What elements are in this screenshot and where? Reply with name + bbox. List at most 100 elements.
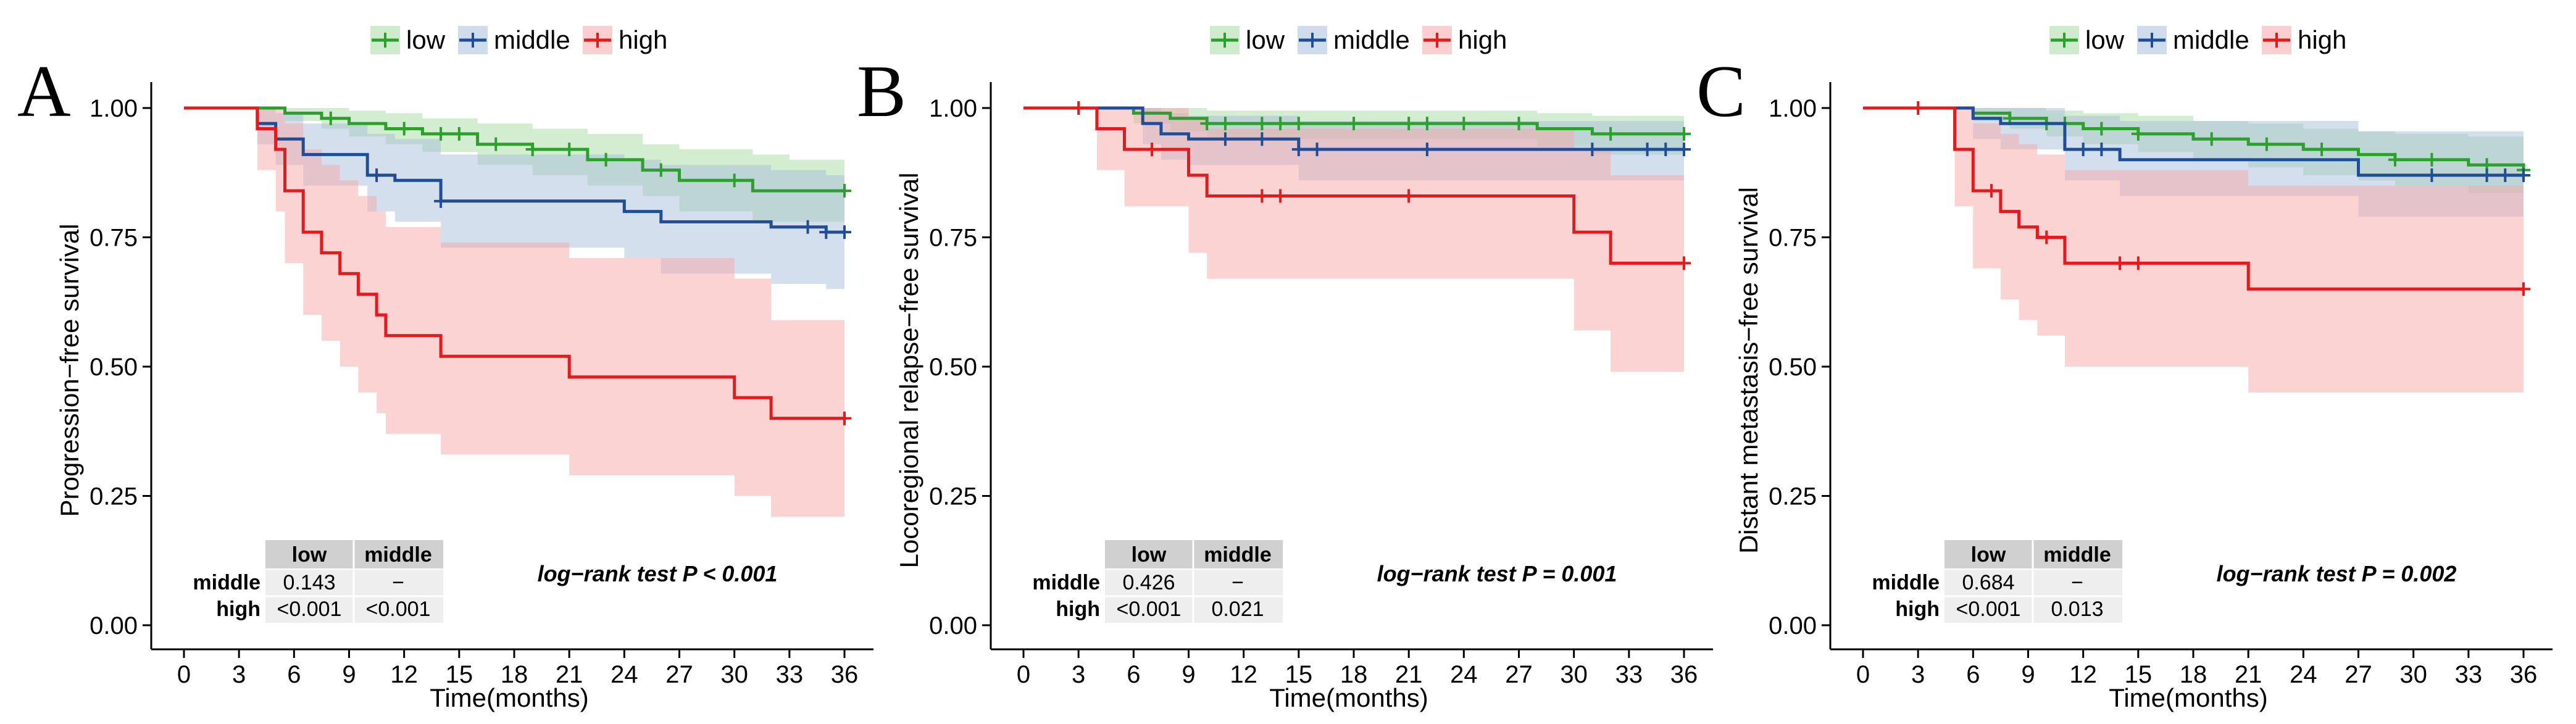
y-tick-label: 0.25 — [1769, 483, 1817, 510]
y-tick-label: 0.50 — [90, 354, 138, 381]
x-tick-label: 15 — [1285, 661, 1313, 688]
legend-item-high: high — [1422, 25, 1507, 54]
legend-item-low: low — [370, 25, 446, 54]
table-row-label: middle — [1872, 571, 1940, 594]
x-tick-label: 15 — [446, 661, 473, 688]
ci-band-high — [1863, 108, 2524, 393]
y-tick-label: 0.25 — [929, 483, 977, 510]
table-cell: 0.143 — [283, 571, 335, 594]
legend-label: high — [619, 25, 667, 54]
x-tick-label: 6 — [1966, 661, 1980, 688]
legend-label: low — [1246, 25, 1285, 54]
table-cell: <0.001 — [277, 597, 342, 621]
legend-label: high — [1458, 25, 1507, 54]
legend-item-low: low — [1210, 25, 1285, 54]
table-col-header: middle — [364, 543, 432, 567]
legend-label: low — [2085, 25, 2125, 54]
x-tick-label: 12 — [1230, 661, 1257, 688]
legend-label: high — [2298, 25, 2346, 54]
y-tick-label: 1.00 — [90, 95, 138, 122]
y-tick-label: 0.00 — [929, 612, 977, 639]
table-row-label: middle — [1032, 571, 1100, 594]
pairwise-table: low middle middle 0.143 − high <0.001 <0.001 — [193, 540, 443, 623]
x-tick-label: 21 — [1395, 661, 1423, 688]
y-tick-label: 0.00 — [90, 612, 138, 639]
x-tick-label: 15 — [2125, 661, 2153, 688]
table-col-header: low — [292, 543, 327, 567]
panel-letter: C — [1696, 50, 1746, 132]
x-tick-label: 24 — [2290, 661, 2317, 688]
table-col-header: low — [1971, 543, 2006, 567]
y-tick-label: 0.50 — [1769, 354, 1817, 381]
legend-label: middle — [1333, 25, 1410, 54]
x-tick-label: 36 — [831, 661, 859, 688]
panel-letter: B — [857, 50, 906, 132]
table-cell: 0.684 — [1962, 571, 2014, 594]
y-tick-label: 0.50 — [929, 354, 977, 381]
x-tick-label: 6 — [287, 661, 301, 688]
legend-label: middle — [494, 25, 570, 54]
legend-item-middle: middle — [458, 25, 570, 54]
table-row-label: middle — [193, 571, 261, 594]
km-curve-high — [184, 106, 844, 420]
x-tick-label: 18 — [2180, 661, 2207, 688]
x-tick-label: 27 — [2345, 661, 2372, 688]
x-tick-label: 30 — [720, 661, 748, 688]
table-cell: − — [392, 571, 404, 594]
x-tick-label: 36 — [1670, 661, 1698, 688]
legend-item-middle: middle — [1298, 25, 1410, 54]
x-tick-label: 33 — [1615, 661, 1643, 688]
table-cell: 0.013 — [2051, 597, 2103, 621]
km-curve-middle — [184, 106, 844, 234]
x-tick-label: 18 — [501, 661, 528, 688]
logrank-p-value: log−rank test P < 0.001 — [538, 561, 778, 586]
y-tick-label: 0.00 — [1769, 612, 1817, 639]
pairwise-table: low middle middle 0.426 − high <0.001 0.021 — [1032, 540, 1283, 623]
x-tick-label: 18 — [1340, 661, 1368, 688]
legend-label: low — [406, 25, 446, 54]
table-cell: − — [1232, 571, 1244, 594]
x-tick-label: 21 — [556, 661, 583, 688]
x-tick-label: 0 — [1017, 661, 1030, 688]
table-col-header: low — [1132, 543, 1167, 567]
pairwise-table: low middle middle 0.684 − high <0.001 0.013 — [1872, 540, 2122, 623]
legend-item-low: low — [2049, 25, 2125, 54]
legend-label: middle — [2173, 25, 2249, 54]
x-tick-label: 24 — [611, 661, 638, 688]
x-tick-label: 3 — [1911, 661, 1925, 688]
logrank-p-value: log−rank test P = 0.002 — [2217, 561, 2457, 586]
legend-item-high: high — [583, 25, 667, 54]
y-tick-label: 1.00 — [1769, 95, 1817, 122]
x-tick-label: 30 — [2399, 661, 2427, 688]
y-axis-title: Distant metastasis−free survival — [1734, 187, 1763, 554]
x-axis-title: Time(months) — [2109, 683, 2267, 712]
y-tick-label: 0.75 — [1769, 225, 1817, 252]
y-tick-label: 0.25 — [90, 483, 138, 510]
x-tick-label: 9 — [2021, 661, 2035, 688]
table-row-label: high — [1056, 597, 1100, 621]
x-tick-label: 6 — [1127, 661, 1140, 688]
x-tick-label: 33 — [776, 661, 804, 688]
x-tick-label: 12 — [390, 661, 418, 688]
x-tick-label: 27 — [665, 661, 693, 688]
legend-item-high: high — [2262, 25, 2346, 54]
y-tick-label: 1.00 — [929, 95, 977, 122]
x-tick-label: 36 — [2510, 661, 2538, 688]
x-tick-label: 9 — [342, 661, 356, 688]
km-curve-high — [1023, 106, 1684, 265]
table-cell: <0.001 — [1117, 597, 1182, 621]
x-axis-title: Time(months) — [430, 683, 588, 712]
km-curve-middle — [1023, 106, 1684, 151]
x-tick-label: 3 — [232, 661, 246, 688]
table-cell: 0.426 — [1122, 571, 1175, 594]
legend-item-middle: middle — [2137, 25, 2249, 54]
x-tick-label: 0 — [1856, 661, 1870, 688]
table-row-label: high — [1895, 597, 1940, 621]
y-axis-title: Progression−free survival — [55, 223, 84, 517]
y-axis-title: Locoregional relapse−free survival — [894, 173, 923, 568]
x-tick-label: 30 — [1560, 661, 1588, 688]
